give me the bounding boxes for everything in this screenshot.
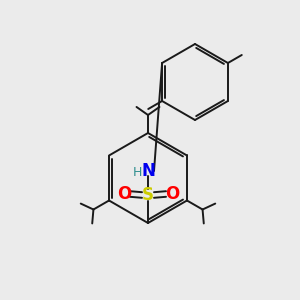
Text: O: O — [117, 185, 131, 203]
Text: H: H — [132, 166, 142, 178]
Text: N: N — [141, 162, 155, 180]
Text: S: S — [142, 186, 154, 204]
Text: O: O — [165, 185, 179, 203]
